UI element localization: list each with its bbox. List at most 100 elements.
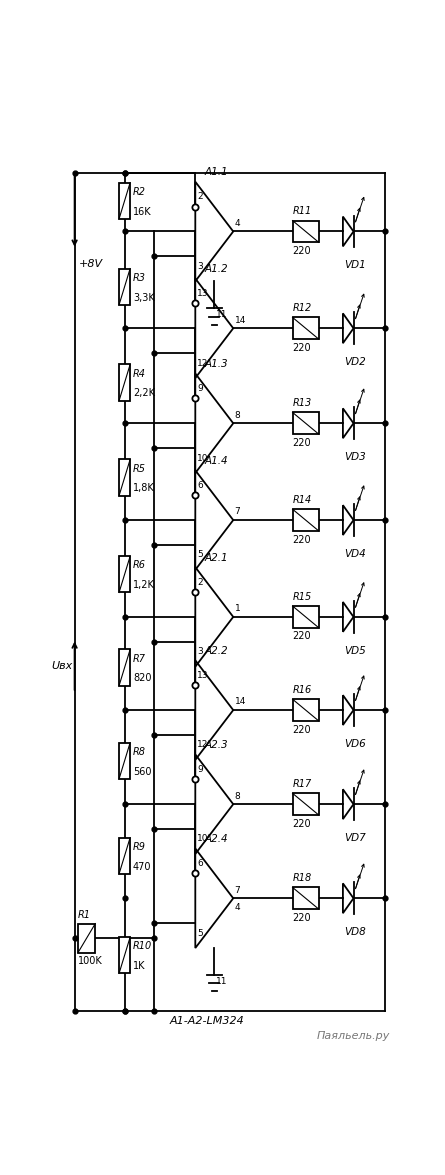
Text: 10: 10 xyxy=(197,454,209,463)
Text: 12: 12 xyxy=(197,358,208,368)
Text: R13: R13 xyxy=(292,398,312,408)
Text: 470: 470 xyxy=(133,861,151,872)
Bar xyxy=(119,938,130,973)
Text: A1.1: A1.1 xyxy=(204,167,228,177)
Text: 5: 5 xyxy=(197,928,203,938)
Text: 220: 220 xyxy=(292,535,311,544)
Text: 1,8K: 1,8K xyxy=(133,483,154,493)
Text: A2.3: A2.3 xyxy=(204,740,228,750)
Bar xyxy=(78,924,95,953)
Text: R11: R11 xyxy=(292,206,312,216)
Text: 6: 6 xyxy=(197,481,203,490)
Text: A1.4: A1.4 xyxy=(204,456,228,465)
Text: 2: 2 xyxy=(197,578,202,586)
Text: 9: 9 xyxy=(197,765,203,774)
Text: 2,2K: 2,2K xyxy=(133,389,155,398)
Bar xyxy=(119,556,130,592)
Text: R15: R15 xyxy=(292,591,312,602)
Text: 13: 13 xyxy=(197,289,209,298)
Bar xyxy=(119,459,130,496)
Text: +8V: +8V xyxy=(79,258,103,269)
Text: 820: 820 xyxy=(133,673,151,684)
Text: Uвх: Uвх xyxy=(52,660,73,671)
Text: 1K: 1K xyxy=(133,961,146,971)
Text: 220: 220 xyxy=(292,725,311,734)
Text: R4: R4 xyxy=(133,369,146,378)
Text: R18: R18 xyxy=(292,873,312,882)
Text: R14: R14 xyxy=(292,495,312,505)
Text: 1,2K: 1,2K xyxy=(133,580,155,590)
Text: 220: 220 xyxy=(292,631,311,642)
Text: 2: 2 xyxy=(197,193,202,201)
Text: A1-A2-LM324: A1-A2-LM324 xyxy=(170,1016,245,1026)
Text: VD2: VD2 xyxy=(344,357,366,368)
Text: 1: 1 xyxy=(235,604,240,613)
Bar xyxy=(292,887,319,909)
Text: A2.2: A2.2 xyxy=(204,646,228,656)
Text: 12: 12 xyxy=(197,740,208,750)
Text: 7: 7 xyxy=(235,508,240,517)
Text: 5: 5 xyxy=(197,550,203,559)
Text: A2.1: A2.1 xyxy=(204,552,228,563)
Text: 220: 220 xyxy=(292,438,311,448)
Text: R17: R17 xyxy=(292,779,312,788)
Text: R2: R2 xyxy=(133,187,146,196)
Text: 4: 4 xyxy=(235,219,240,228)
Bar xyxy=(292,793,319,815)
Text: VD6: VD6 xyxy=(344,739,366,748)
Text: 100K: 100K xyxy=(78,956,103,966)
Text: R1: R1 xyxy=(78,909,91,920)
Text: R16: R16 xyxy=(292,685,312,694)
Text: R3: R3 xyxy=(133,273,146,283)
Text: A2.4: A2.4 xyxy=(204,834,228,844)
Text: 11: 11 xyxy=(216,976,227,986)
Text: 13: 13 xyxy=(197,671,209,680)
Bar xyxy=(292,699,319,721)
Text: VD5: VD5 xyxy=(344,646,366,656)
Text: R9: R9 xyxy=(133,841,146,852)
Text: VD4: VD4 xyxy=(344,549,366,559)
Text: Паяльель.ру: Паяльель.ру xyxy=(317,1032,390,1041)
Text: R5: R5 xyxy=(133,463,146,474)
Text: 8: 8 xyxy=(235,792,240,800)
Text: R7: R7 xyxy=(133,653,146,664)
Text: 16K: 16K xyxy=(133,207,151,216)
Text: 220: 220 xyxy=(292,913,311,922)
Bar xyxy=(119,269,130,304)
Text: 7: 7 xyxy=(235,886,240,894)
Text: R8: R8 xyxy=(133,746,146,757)
Bar xyxy=(119,743,130,779)
Bar xyxy=(292,509,319,531)
Text: VD3: VD3 xyxy=(344,452,366,462)
Text: R6: R6 xyxy=(133,560,146,570)
Bar xyxy=(292,412,319,434)
Text: R12: R12 xyxy=(292,303,312,313)
Text: 11: 11 xyxy=(216,310,227,320)
Text: 220: 220 xyxy=(292,819,311,828)
Bar xyxy=(119,182,130,219)
Text: 9: 9 xyxy=(197,384,203,392)
Text: 8: 8 xyxy=(235,411,240,419)
Text: 220: 220 xyxy=(292,246,311,256)
Text: 14: 14 xyxy=(235,316,246,324)
Text: 3,3K: 3,3K xyxy=(133,293,154,302)
Bar xyxy=(292,317,319,340)
Text: 560: 560 xyxy=(133,766,151,777)
Text: 14: 14 xyxy=(235,698,246,706)
Text: A1.3: A1.3 xyxy=(204,360,228,369)
Text: R10: R10 xyxy=(133,941,152,952)
Text: A1.2: A1.2 xyxy=(204,264,228,274)
Text: 3: 3 xyxy=(197,647,203,656)
Bar xyxy=(119,364,130,401)
Text: 10: 10 xyxy=(197,834,209,844)
Text: VD8: VD8 xyxy=(344,927,366,938)
Text: VD1: VD1 xyxy=(344,261,366,270)
Text: VD7: VD7 xyxy=(344,833,366,844)
Bar xyxy=(292,606,319,627)
Bar xyxy=(292,221,319,242)
Bar xyxy=(119,838,130,874)
Text: 220: 220 xyxy=(292,343,311,352)
Text: 6: 6 xyxy=(197,859,203,868)
Bar xyxy=(119,650,130,686)
Text: 4: 4 xyxy=(235,902,240,912)
